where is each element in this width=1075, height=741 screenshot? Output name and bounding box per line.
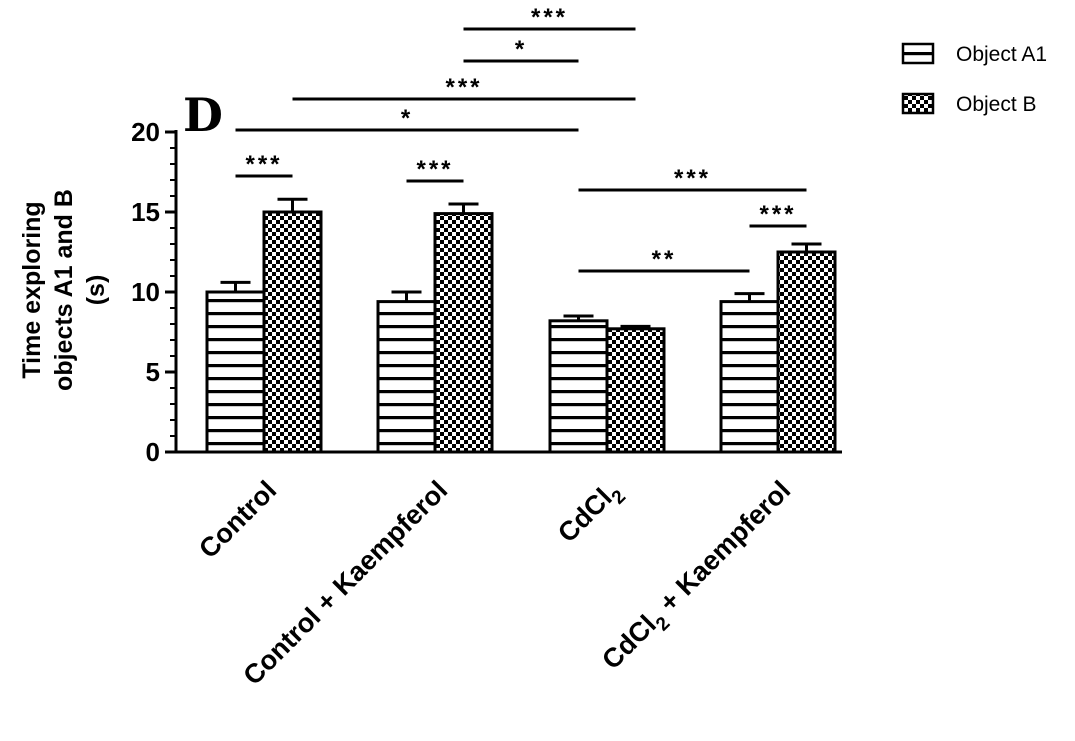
significance-label: *** (531, 4, 568, 31)
panel-label: D (183, 88, 223, 142)
y-tick-label: 20 (131, 117, 160, 147)
significance-label: *** (674, 165, 711, 192)
y-axis-title-line: (s) (82, 275, 110, 306)
category-label-text: CdCl (552, 483, 618, 549)
legend-label: Object B (956, 93, 1037, 116)
y-axis-title-line: Time exploring (18, 201, 46, 378)
significance-label: *** (445, 74, 482, 101)
bar (433, 212, 494, 454)
y-axis-title-line: objects A1 and B (50, 189, 78, 391)
bar (776, 250, 837, 454)
y-axis-title: Time exploring objects A1 and B (s) (18, 189, 110, 391)
significance-label: *** (759, 201, 796, 228)
y-tick-label: 15 (131, 197, 160, 227)
category-label: Control (193, 475, 282, 564)
bar (548, 319, 609, 454)
category-label: CdCl2 + Kaempferol (596, 475, 801, 680)
bar (605, 327, 666, 454)
y-tick-label: 10 (131, 277, 160, 307)
significance-label: *** (245, 151, 282, 178)
legend: Object A1 Object B (901, 42, 1047, 116)
bar (262, 210, 323, 454)
category-label-text: CdCl (596, 609, 662, 675)
significance-label: ** (652, 246, 677, 273)
category-label-text: Control (193, 475, 282, 564)
significance-label: * (515, 36, 527, 63)
category-label-rest: + Kaempferol (648, 475, 796, 623)
bar (376, 300, 437, 454)
bar (719, 300, 780, 454)
legend-swatch (901, 92, 935, 115)
y-tick-label: 0 (146, 437, 160, 467)
significance-label: * (401, 105, 413, 132)
significance-label: *** (416, 156, 453, 183)
y-tick-label: 5 (146, 357, 160, 387)
significance-markers: *** ******************* (235, 4, 807, 273)
legend-label: Object A1 (956, 43, 1047, 66)
bars (205, 197, 837, 454)
legend-swatch (901, 42, 935, 65)
category-label: CdCl2 (552, 475, 630, 553)
bar (205, 290, 266, 454)
